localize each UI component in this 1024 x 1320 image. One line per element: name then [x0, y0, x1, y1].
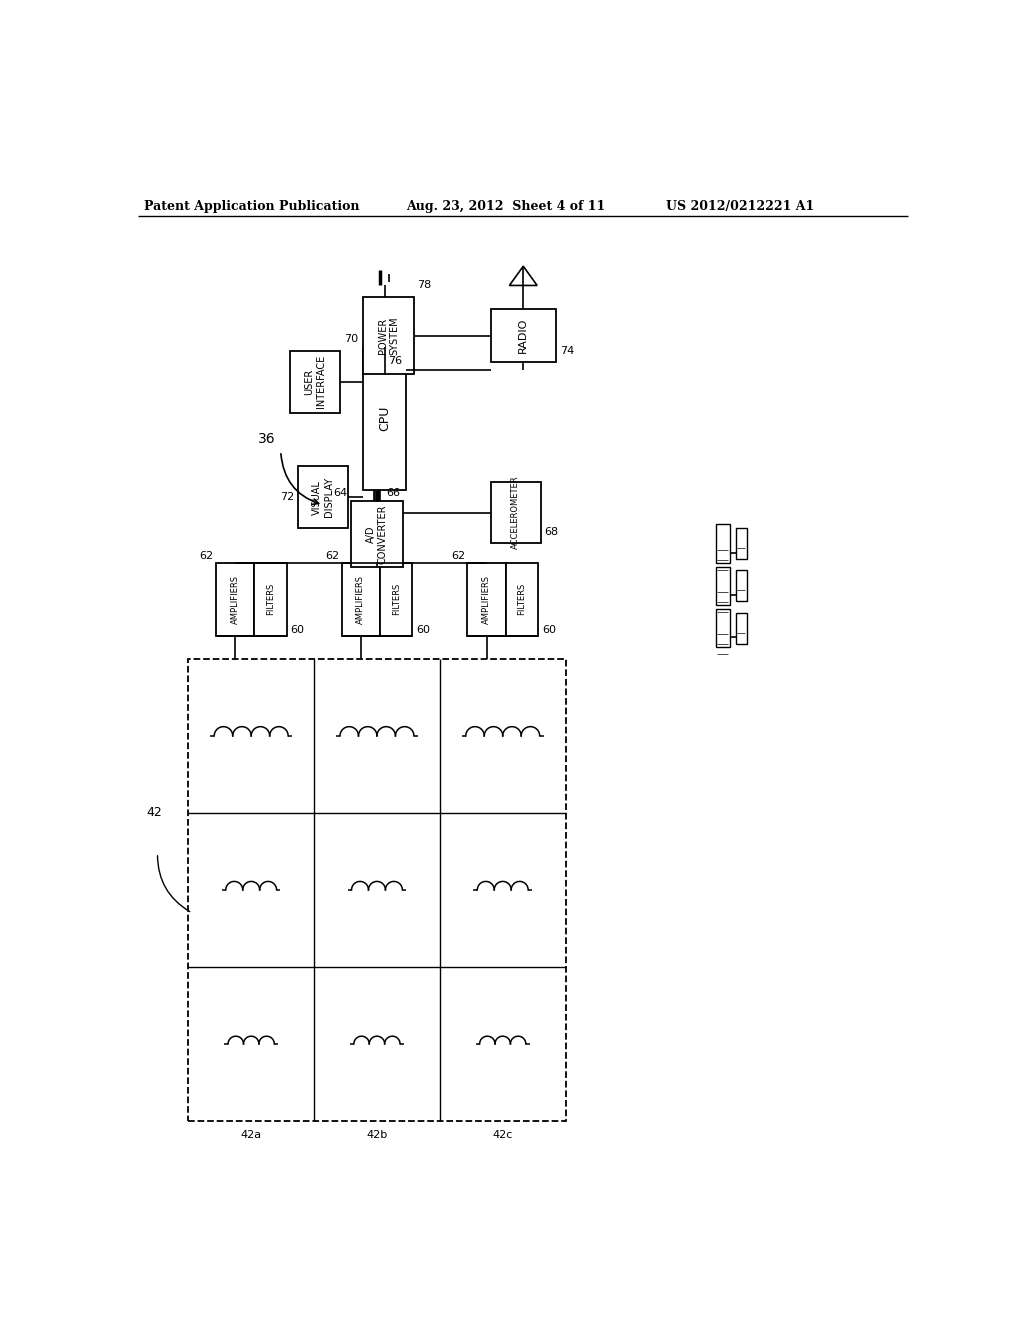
Bar: [716, 524, 730, 562]
Text: FILTERS: FILTERS: [517, 583, 526, 615]
Text: 60: 60: [542, 624, 556, 635]
Text: CPU: CPU: [378, 405, 391, 430]
Text: US 2012/0212221 A1: US 2012/0212221 A1: [666, 199, 814, 213]
Text: VISUAL
DISPLAY: VISUAL DISPLAY: [312, 477, 334, 517]
Text: 62: 62: [200, 552, 213, 561]
Text: FILTERS: FILTERS: [266, 583, 274, 615]
Text: 60: 60: [291, 624, 304, 635]
Bar: [351, 502, 403, 566]
Text: USER
INTERFACE: USER INTERFACE: [304, 355, 327, 408]
Bar: [364, 297, 414, 374]
Bar: [716, 609, 730, 647]
Bar: [506, 562, 539, 636]
Text: 60: 60: [416, 624, 430, 635]
Text: AMPLIFIERS: AMPLIFIERS: [356, 574, 366, 624]
Text: AMPLIFIERS: AMPLIFIERS: [230, 574, 240, 624]
Text: 68: 68: [545, 527, 558, 537]
Bar: [188, 659, 565, 1121]
Text: 74: 74: [560, 346, 574, 356]
Bar: [342, 562, 380, 636]
Text: 42a: 42a: [241, 1130, 262, 1139]
Text: Aug. 23, 2012  Sheet 4 of 11: Aug. 23, 2012 Sheet 4 of 11: [407, 199, 605, 213]
Text: A/D
CONVERTER: A/D CONVERTER: [367, 504, 388, 564]
Text: 62: 62: [451, 552, 465, 561]
Bar: [216, 562, 254, 636]
Text: 70: 70: [344, 334, 358, 345]
Text: 76: 76: [388, 355, 402, 366]
Bar: [736, 612, 746, 644]
Text: 42b: 42b: [367, 1130, 388, 1139]
Text: 36: 36: [258, 433, 275, 446]
Bar: [490, 482, 541, 544]
Text: ACCELEROMETER: ACCELEROMETER: [511, 475, 520, 549]
Text: 64: 64: [333, 488, 347, 499]
Bar: [490, 309, 556, 363]
Text: 72: 72: [280, 492, 294, 502]
Text: Patent Application Publication: Patent Application Publication: [144, 199, 359, 213]
Text: 78: 78: [418, 280, 432, 290]
Bar: [736, 570, 746, 601]
Bar: [364, 347, 406, 490]
Text: 66: 66: [386, 488, 400, 499]
Text: 42c: 42c: [493, 1130, 513, 1139]
Text: RADIO: RADIO: [518, 318, 528, 354]
Bar: [736, 528, 746, 558]
Bar: [716, 566, 730, 605]
Bar: [291, 351, 340, 412]
Bar: [467, 562, 506, 636]
Text: 42: 42: [146, 807, 162, 820]
Bar: [298, 466, 348, 528]
Bar: [254, 562, 287, 636]
Text: FILTERS: FILTERS: [392, 583, 400, 615]
Text: 62: 62: [325, 552, 339, 561]
Text: AMPLIFIERS: AMPLIFIERS: [482, 574, 492, 624]
Text: POWER
SYSTEM: POWER SYSTEM: [378, 317, 399, 355]
Bar: [380, 562, 413, 636]
